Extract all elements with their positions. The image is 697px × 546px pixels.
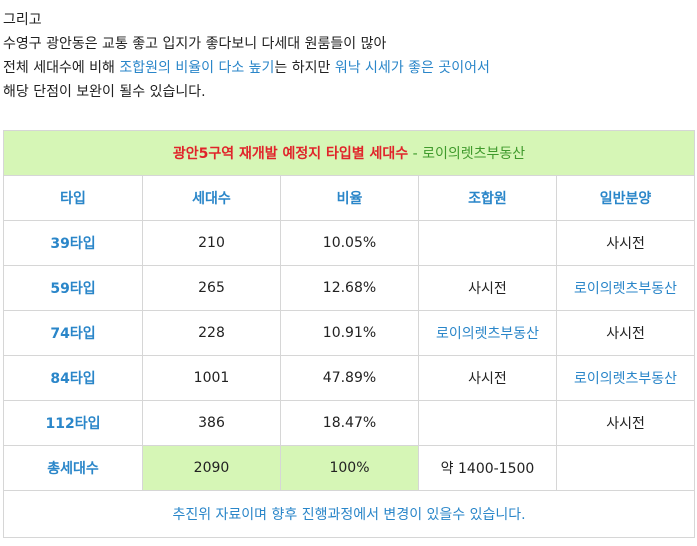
unit-type-table: 광안5구역 재개발 예정지 타입별 세대수 - 로이의렛츠부동산 타입 세대수 … [2, 130, 696, 538]
header-general: 일반분양 [555, 175, 696, 221]
header-ratio: 비율 [280, 175, 419, 221]
cell-member [418, 220, 557, 266]
cell-units: 265 [142, 265, 281, 311]
intro-highlight-member-ratio: 조합원의 비율이 다소 높기 [119, 60, 275, 76]
cell-type: 84타입 [3, 355, 143, 401]
cell-type: 112타입 [3, 400, 143, 446]
table-header-row: 타입 세대수 비율 조합원 일반분양 [3, 175, 696, 221]
cell-ratio: 12.68% [280, 265, 419, 311]
intro-line-3: 전체 세대수에 비해 조합원의 비율이 다소 높기는 하지만 워낙 시세가 좋은… [3, 56, 693, 80]
table-total-row: 총세대수 2090 100% 약 1400-1500 [3, 445, 696, 491]
cell-units: 210 [142, 220, 281, 266]
cell-ratio: 47.89% [280, 355, 419, 401]
table-row: 39타입 210 10.05% 사시전 [3, 220, 696, 266]
table-row: 112타입 386 18.47% 사시전 [3, 400, 696, 446]
cell-total-member: 약 1400-1500 [418, 445, 557, 491]
cell-general: 로이의렛츠부동산 [555, 265, 696, 311]
cell-ratio: 18.47% [280, 400, 419, 446]
header-units: 세대수 [142, 175, 281, 221]
cell-units: 228 [142, 310, 281, 356]
cell-units: 386 [142, 400, 281, 446]
cell-general: 사시전 [555, 400, 696, 446]
cell-total-units: 2090 [142, 445, 281, 491]
table-row: 59타입 265 12.68% 사시전 로이의렛츠부동산 [3, 265, 696, 311]
intro-line-4: 해당 단점이 보완이 될수 있습니다. [3, 84, 206, 100]
cell-total-label: 총세대수 [3, 445, 143, 491]
table-caption: 광안5구역 재개발 예정지 타입별 세대수 - 로이의렛츠부동산 [2, 130, 696, 176]
table-row: 84타입 1001 47.89% 사시전 로이의렛츠부동산 [3, 355, 696, 401]
intro-line-1: 그리고 [3, 12, 42, 28]
cell-general: 사시전 [555, 220, 696, 266]
intro-line-2: 수영구 광안동은 교통 좋고 입지가 좋다보니 다세대 원룸들이 많아 [3, 36, 387, 52]
cell-ratio: 10.05% [280, 220, 419, 266]
header-type: 타입 [3, 175, 143, 221]
cell-general: 사시전 [555, 310, 696, 356]
cell-total-ratio: 100% [280, 445, 419, 491]
intro-highlight-market-price: 워낙 시세가 좋은 곳이어서 [334, 60, 490, 76]
intro-line-3-part-c: 는 하지만 [274, 60, 335, 76]
cell-units: 1001 [142, 355, 281, 401]
cell-member: 사시전 [418, 265, 557, 311]
cell-total-general [555, 445, 696, 491]
intro-line-3-part-a: 전체 세대수에 비해 [3, 60, 120, 76]
cell-member: 로이의렛츠부동산 [418, 310, 557, 356]
cell-type: 74타입 [3, 310, 143, 356]
table-caption-source: 로이의렛츠부동산 [422, 146, 526, 162]
table-caption-title: 광안5구역 재개발 예정지 타입별 세대수 [172, 146, 409, 162]
table-caption-separator: - [408, 146, 423, 162]
cell-ratio: 10.91% [280, 310, 419, 356]
cell-general: 로이의렛츠부동산 [555, 355, 696, 401]
cell-member: 사시전 [418, 355, 557, 401]
cell-type: 59타입 [3, 265, 143, 311]
header-member: 조합원 [418, 175, 557, 221]
cell-type: 39타입 [3, 220, 143, 266]
table-row: 74타입 228 10.91% 로이의렛츠부동산 사시전 [3, 310, 696, 356]
intro-text: 그리고 수영구 광안동은 교통 좋고 입지가 좋다보니 다세대 원룸들이 많아 … [3, 8, 693, 104]
cell-member [418, 400, 557, 446]
table-footnote: 추진위 자료이며 향후 진행과정에서 변경이 있을수 있습니다. [2, 490, 696, 538]
